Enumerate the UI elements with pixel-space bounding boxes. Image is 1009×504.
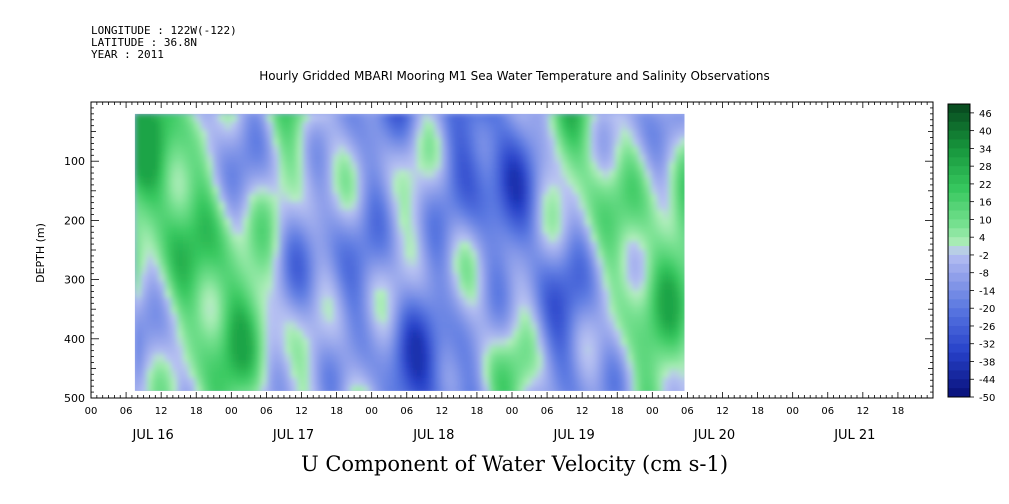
x-tick-label: 12 [716,406,729,417]
colorbar-frame [947,103,971,398]
colorbar-swatch [948,121,970,132]
x-tick-label: 06 [541,406,554,417]
colorbar-swatch [948,166,970,176]
y-tick-label: 200 [64,214,85,227]
colorbar-swatch [948,308,970,318]
x-day-label: JUL 18 [412,428,454,443]
colorbar-label: -8 [979,269,989,280]
colorbar-swatch [948,334,970,345]
colorbar-swatch [948,325,970,336]
y-tick-label: 100 [64,155,85,168]
colorbar-swatch [948,246,970,256]
x-day-label: JUL 19 [553,428,595,443]
colorbar-swatch [948,112,970,123]
x-tick-label: 12 [295,406,308,417]
year-label: YEAR : 2011 [91,48,164,61]
colorbar-swatch [948,388,970,398]
x-axis: 00 06 12 18 00 06 12 18 00 06 12 18 00 06 12 18 00 06 12 18… [85,102,934,443]
colorbar-label: -32 [979,340,995,351]
x-tick-label: 18 [892,406,905,417]
x-tick-label: 06 [821,406,834,417]
colorbar-swatch [948,352,970,362]
colorbar-label: 46 [979,109,992,120]
colorbar-swatch [948,290,970,300]
colorbar-swatch [948,343,970,354]
x-day-label: JUL 16 [132,428,174,443]
colorbar-label: 34 [979,144,992,155]
colorbar-label: -44 [979,375,995,386]
colorbar-swatch [948,370,970,380]
x-day-label: JUL 20 [693,428,735,443]
colorbar-swatch [948,183,970,194]
x-tick-label: 06 [120,406,133,417]
colorbar: 46 40 34 28 22 16 10 4 -2 -8 -14 -20 -26 -32 -38 -44 -50 [947,103,995,404]
colorbar-label: -50 [979,393,995,404]
x-tick-label: 18 [471,406,484,417]
colorbar-swatch [948,228,970,238]
colorbar-label: 40 [979,127,992,138]
colorbar-swatch [948,237,970,247]
y-tick-label: 500 [64,392,85,405]
y-tick-label: 300 [64,274,85,287]
colorbar-swatch [948,263,970,274]
colorbar-label: -38 [979,357,995,368]
colorbar-swatch [948,201,970,211]
colorbar-swatch [948,361,970,371]
x-tick-label: 00 [225,406,238,417]
x-tick-label: 00 [365,406,378,417]
x-tick-label: 00 [646,406,659,417]
colorbar-swatch [948,210,970,220]
colorbar-swatch [948,139,970,149]
x-tick-label: 12 [155,406,168,417]
colorbar-label: 22 [979,180,992,191]
colorbar-swatch [948,254,970,265]
colorbar-swatch [948,175,970,185]
x-tick-label: 06 [681,406,694,417]
x-tick-label: 00 [506,406,519,417]
colorbar-swatch [948,148,970,158]
x-tick-label: 18 [330,406,343,417]
colorbar-swatch [948,130,970,140]
colorbar-label: 28 [979,162,992,173]
colorbar-label: 4 [979,233,985,244]
colorbar-swatch [948,317,970,327]
colorbar-swatch [948,157,970,167]
x-tick-label: 18 [611,406,624,417]
colorbar-label: 10 [979,215,992,226]
x-tick-label: 12 [856,406,869,417]
colorbar-swatch [948,219,970,229]
colorbar-swatch [948,299,970,309]
y-axis-title: DEPTH (m) [34,223,47,283]
chart-title: Hourly Gridded MBARI Mooring M1 Sea Wate… [259,69,770,83]
latitude-label: LATITUDE : 36.8N [91,36,197,49]
x-day-label: JUL 21 [833,428,875,443]
colorbar-swatch [948,104,970,114]
colorbar-label: -14 [979,286,995,297]
colorbar-label: 16 [979,198,992,209]
y-tick-label: 400 [64,333,85,346]
colorbar-swatch [948,281,970,291]
heatmap-field [134,113,685,391]
colorbar-swatch [948,379,970,389]
x-day-label: JUL 17 [272,428,314,443]
x-tick-label: 12 [435,406,448,417]
x-axis-title: U Component of Water Velocity (cm s-1) [300,452,729,476]
colorbar-swatch [948,192,970,203]
x-tick-label: 00 [85,406,98,417]
colorbar-label: -20 [979,304,995,315]
longitude-label: LONGITUDE : 122W(-122) [91,24,237,37]
x-tick-label: 06 [400,406,413,417]
colorbar-label: -2 [979,251,989,262]
x-tick-label: 12 [576,406,589,417]
x-tick-label: 18 [190,406,203,417]
x-tick-label: 00 [786,406,799,417]
x-tick-label: 06 [260,406,273,417]
colorbar-swatch [948,272,970,282]
y-axis: 100 200 300 400 500 [64,101,933,405]
colorbar-label: -26 [979,322,995,333]
x-tick-label: 18 [751,406,764,417]
